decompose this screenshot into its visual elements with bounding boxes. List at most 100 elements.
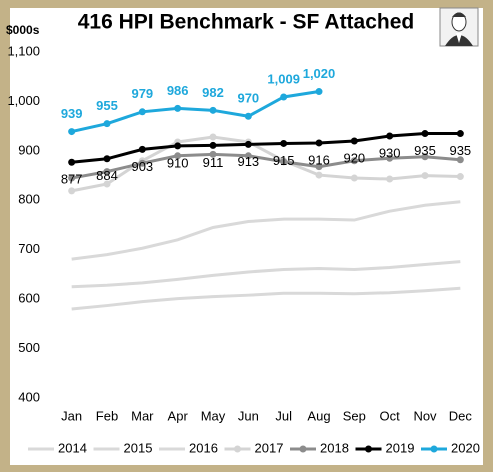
point — [244, 112, 252, 120]
data-label: 935 — [449, 143, 471, 158]
x-tick-label: Jan — [61, 408, 82, 423]
data-label: 1,020 — [303, 66, 336, 81]
y-tick-label: 800 — [18, 192, 40, 207]
point — [386, 154, 394, 162]
legend-label: 2018 — [320, 440, 349, 455]
point — [138, 159, 146, 167]
data-label: 970 — [237, 91, 259, 106]
point — [280, 139, 288, 147]
series-line — [71, 152, 461, 180]
point — [350, 157, 358, 165]
point — [456, 173, 464, 181]
y-tick-label: 600 — [18, 291, 40, 306]
data-label: 930 — [379, 145, 401, 160]
point — [386, 132, 394, 140]
point — [209, 141, 217, 149]
y-tick-label: 500 — [18, 340, 40, 355]
legend-label: 2016 — [189, 440, 218, 455]
data-label: 935 — [414, 143, 436, 158]
point — [103, 168, 111, 176]
data-label: 982 — [202, 85, 224, 100]
legend-marker — [365, 445, 372, 453]
point — [315, 139, 323, 147]
point — [68, 174, 76, 182]
point — [315, 88, 323, 96]
point — [103, 180, 111, 188]
point — [68, 187, 76, 195]
series-line — [71, 90, 320, 134]
x-tick-label: Mar — [131, 408, 154, 423]
legend-label: 2015 — [124, 440, 153, 455]
point — [350, 137, 358, 145]
data-label: 915 — [273, 153, 295, 168]
series-line — [71, 132, 461, 164]
data-label: 884 — [96, 168, 118, 183]
legend-marker — [234, 445, 241, 453]
point — [138, 108, 146, 116]
data-label: 986 — [167, 83, 189, 98]
point — [315, 163, 323, 171]
legend-marker — [299, 445, 307, 453]
y-tick-label: 700 — [18, 241, 40, 256]
data-label: 913 — [237, 154, 259, 169]
point — [209, 106, 217, 114]
x-tick-label: Aug — [307, 408, 330, 423]
legend-marker — [430, 445, 438, 453]
x-tick-label: Apr — [168, 408, 189, 423]
point — [456, 156, 464, 164]
point — [209, 150, 217, 158]
point — [68, 158, 76, 166]
x-tick-label: May — [201, 408, 226, 423]
data-label: 903 — [131, 159, 153, 174]
data-label: 939 — [61, 106, 83, 121]
point — [68, 128, 76, 136]
chart-title: 416 HPI Benchmark - SF Attached — [78, 11, 415, 34]
y-tick-label: 1,000 — [7, 93, 40, 108]
point — [174, 142, 182, 150]
point — [280, 158, 288, 166]
chart-background — [10, 8, 483, 465]
data-label: 1,009 — [267, 71, 300, 86]
x-tick-label: Dec — [449, 408, 473, 423]
y-axis-label: $000s — [6, 23, 40, 37]
data-label: 910 — [167, 155, 189, 170]
y-tick-label: 900 — [18, 142, 40, 157]
point — [103, 155, 111, 163]
point — [138, 145, 146, 153]
x-tick-label: Oct — [380, 408, 401, 423]
x-tick-label: Nov — [413, 408, 437, 423]
point — [244, 140, 252, 148]
legend-label: 2017 — [255, 440, 284, 455]
point — [244, 152, 252, 160]
y-tick-label: 1,100 — [7, 43, 40, 58]
point — [421, 172, 429, 180]
point — [456, 130, 464, 138]
legend-label: 2020 — [451, 440, 480, 455]
point — [350, 174, 358, 182]
series-line — [71, 286, 461, 311]
point — [386, 175, 394, 183]
data-label: 955 — [96, 98, 118, 113]
y-tick-label: 400 — [18, 389, 40, 404]
x-tick-label: Feb — [96, 408, 118, 423]
point — [209, 133, 217, 141]
legend-label: 2014 — [58, 440, 87, 455]
point — [280, 93, 288, 101]
point — [103, 120, 111, 128]
point — [174, 152, 182, 160]
data-label: 920 — [343, 150, 365, 165]
point — [174, 104, 182, 112]
data-label: 877 — [61, 172, 83, 187]
point — [421, 153, 429, 161]
data-label: 911 — [203, 155, 224, 170]
x-tick-label: Jun — [238, 408, 259, 423]
series-line — [71, 260, 461, 289]
series-line — [71, 200, 461, 261]
x-tick-label: Jul — [275, 408, 292, 423]
x-tick-label: Sep — [343, 408, 366, 423]
point — [421, 130, 429, 138]
data-label: 979 — [131, 86, 153, 101]
data-label: 916 — [308, 152, 330, 167]
legend-label: 2019 — [386, 440, 415, 455]
